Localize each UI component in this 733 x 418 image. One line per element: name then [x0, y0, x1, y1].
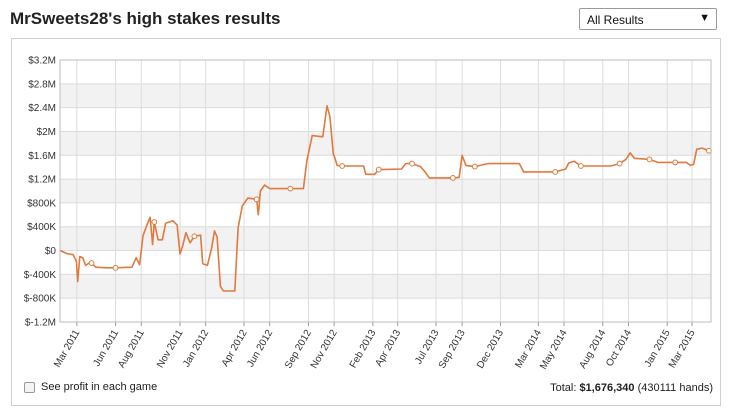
results-chart: $3.2M $2.8M $2.4M $2M $1.6M $1.2M $800K $400K $0…	[24, 56, 712, 372]
x-tick-label: Mar 2011	[52, 328, 82, 370]
x-tick-label: Aug 2014	[577, 328, 608, 371]
data-point-marker[interactable]	[375, 166, 382, 173]
grid-band	[60, 131, 711, 156]
y-tick-label: $-1.2M	[25, 318, 56, 329]
data-point-marker[interactable]	[253, 196, 260, 203]
data-point-marker[interactable]	[339, 163, 346, 169]
y-tick-label: $800K	[27, 198, 56, 209]
data-point-marker[interactable]	[112, 264, 119, 271]
results-filter-dropdown[interactable]: All Results ▼	[579, 8, 717, 30]
y-tick-label: $2.8M	[28, 79, 56, 90]
total-hands: (430111 hands)	[637, 382, 713, 394]
total-value: $1,676,340	[579, 382, 635, 394]
x-tick-label: Sep 2013	[437, 328, 468, 371]
y-tick-label: $2.4M	[28, 103, 56, 114]
x-tick-label: Oct 2014	[604, 328, 634, 369]
y-tick-label: $-800K	[24, 294, 57, 305]
x-tick-label: Jan 2012	[181, 328, 211, 370]
y-tick-label: $2M	[37, 127, 56, 138]
data-point-marker[interactable]	[672, 159, 679, 166]
plot-frame	[59, 59, 712, 323]
data-point-marker[interactable]	[552, 169, 559, 175]
data-point-marker[interactable]	[191, 233, 198, 240]
y-tick-label: $0	[45, 246, 57, 257]
x-tick-label: Aug 2011	[116, 328, 147, 370]
y-tick-label: $1.2M	[28, 175, 56, 186]
y-tick-label: $3.2M	[28, 56, 56, 67]
results-filter-value: All Results	[587, 13, 644, 27]
page-title: MrSweets28's high stakes results	[10, 9, 281, 28]
triangle-down-icon: ▼	[699, 12, 710, 24]
data-point-marker[interactable]	[151, 219, 158, 225]
total-label: Total:	[550, 382, 577, 394]
data-point-marker[interactable]	[616, 160, 623, 167]
chart-panel: $3.2M $2.8M $2.4M $2M $1.6M $1.2M $800K $400K $0…	[11, 38, 721, 406]
grid-band	[60, 83, 711, 108]
data-point-marker[interactable]	[88, 260, 95, 266]
profit-per-game-label: See profit in each game	[41, 381, 158, 393]
grid-band	[60, 226, 711, 251]
y-tick-label: $400K	[27, 222, 56, 233]
grid-band	[60, 179, 711, 203]
data-point-marker[interactable]	[287, 185, 294, 192]
data-point-marker[interactable]	[471, 163, 478, 170]
x-tick-label: Dec 2013	[475, 328, 506, 371]
data-point-marker[interactable]	[646, 156, 653, 163]
x-tick-label: Jun 2012	[245, 328, 275, 370]
y-tick-label: $-400K	[24, 270, 57, 281]
profit-per-game-toggle[interactable]: See profit in each game	[24, 381, 157, 393]
y-tick-label: $1.6M	[28, 151, 56, 162]
data-point-marker[interactable]	[577, 163, 584, 169]
data-point-marker[interactable]	[449, 175, 456, 181]
total-summary: Total: $1,676,340 (430111 hands)	[550, 382, 713, 394]
profit-per-game-checkbox[interactable]	[24, 381, 35, 393]
x-tick-label: Jul 2013	[413, 328, 442, 367]
data-point-marker[interactable]	[409, 160, 415, 167]
grid-band	[60, 274, 711, 299]
